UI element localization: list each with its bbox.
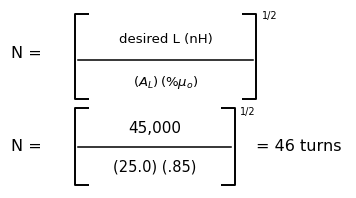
Text: N =: N =	[11, 139, 47, 154]
Text: = 46 turns: = 46 turns	[256, 139, 342, 154]
Text: $(A_L)\,(\%\mu_o)$: $(A_L)\,(\%\mu_o)$	[133, 74, 198, 91]
Text: 45,000: 45,000	[129, 121, 181, 136]
Text: N =: N =	[11, 46, 47, 61]
Text: 1/2: 1/2	[262, 11, 277, 21]
Text: desired L (nH): desired L (nH)	[119, 33, 213, 46]
Text: 1/2: 1/2	[240, 107, 256, 117]
Text: (25.0) (.85): (25.0) (.85)	[113, 160, 197, 175]
